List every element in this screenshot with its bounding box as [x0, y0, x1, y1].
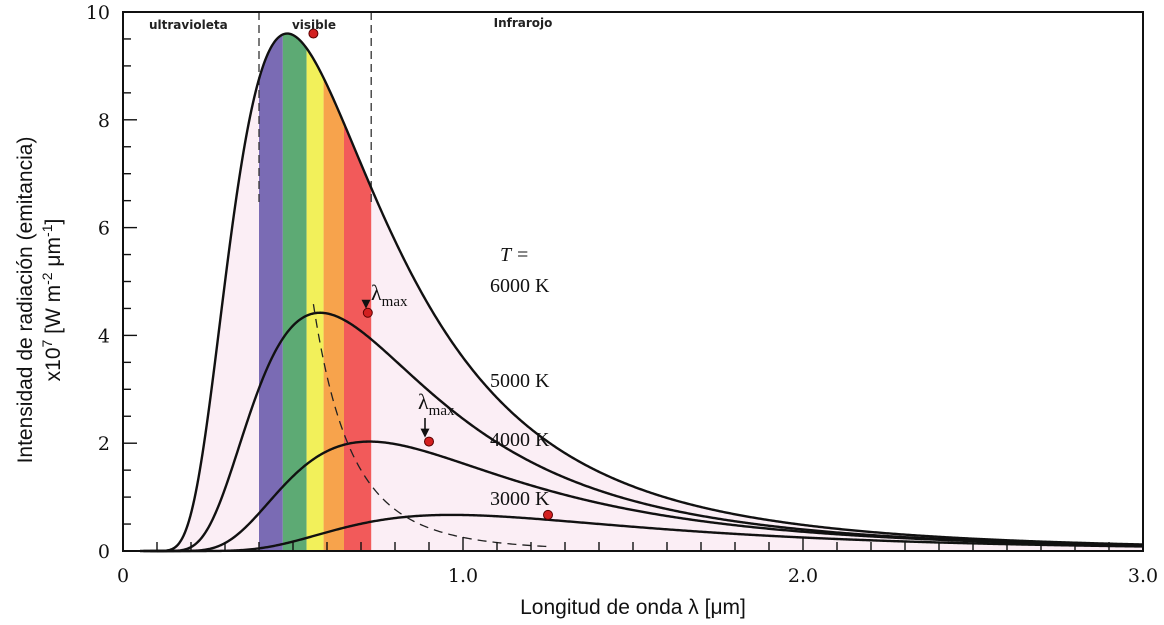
region-label-ultraviolet: ultravioleta: [149, 18, 228, 32]
superscript: -1: [39, 224, 55, 237]
curve-label-5000k: 5000 K: [490, 370, 550, 392]
lambda-symbol: λ: [371, 280, 382, 305]
x-tick-label: 1.0: [448, 565, 478, 587]
temperature-header: T =: [500, 244, 529, 266]
spectrum-band-1: [259, 34, 283, 552]
superscript: 7: [39, 339, 55, 347]
curve-label-4000k: 4000 K: [490, 429, 550, 451]
x-axis-title: Longitud de onda λ [μm]: [520, 596, 746, 619]
lambda-subscript: max: [429, 403, 455, 419]
lambda-max-5000k-arrow-head: [361, 299, 371, 309]
lambda-max-4000k-arrow-head: [420, 428, 430, 438]
x-tick-label: 3.0: [1128, 565, 1158, 587]
peak-marker-4000k: [424, 436, 434, 447]
superscript: -2: [39, 272, 55, 285]
y-axis-title-line2: x107 [W m-2 μm-1]: [39, 219, 65, 382]
y-tick-label: 10: [86, 2, 110, 24]
area-fill-6000k: [140, 33, 1143, 551]
curve-6000k: [140, 32, 1143, 553]
spectrum-band-2: [282, 33, 307, 551]
y-tick-label: 8: [98, 110, 110, 132]
curve-label-3000k: 3000 K: [490, 488, 550, 510]
text-labels: 0 1.0 2.0 3.0 0 2 4 6 8 10 Longitud de onda λ [μm]…: [14, 2, 1158, 619]
lambda-subscript: max: [382, 294, 408, 310]
lambda-max-4000k: λmax: [418, 389, 455, 419]
y-tick-label: 0: [98, 541, 110, 563]
curve-4000k: [150, 440, 1144, 553]
y-tick-label: 6: [98, 218, 110, 240]
spectrum-band-3: [306, 48, 324, 552]
peak-marker-6000k: [308, 28, 319, 39]
planck-curves: [140, 32, 1144, 553]
y-tick-label: 2: [98, 433, 110, 455]
y-axis-title-line1: Intensidad de radiación (emitancia): [14, 137, 37, 464]
label-part: x10: [42, 347, 65, 381]
x-tick-label: 2.0: [788, 565, 818, 587]
peak-marker-5000k: [362, 307, 373, 318]
label-part: [W m: [42, 285, 65, 340]
region-label-visible: visible: [292, 18, 336, 32]
y-tick-label: 4: [98, 325, 110, 347]
label-part: μm: [42, 237, 65, 272]
lambda-symbol: λ: [418, 389, 429, 414]
axis-ticks: [122, 11, 1144, 552]
label-part: ]: [42, 219, 65, 225]
wien-displacement-curve: [312, 304, 549, 548]
visible-spectrum-bands: [259, 33, 372, 552]
curve-label-6000k: 6000 K: [490, 275, 550, 297]
peak-marker-3000k: [543, 509, 553, 520]
wien-curve: [312, 304, 549, 548]
curve-3000k: [157, 513, 1144, 553]
x-tick-label: 0: [117, 565, 129, 587]
peak-markers: [308, 28, 553, 520]
lambda-max-5000k: λmax: [371, 280, 408, 310]
region-label-infrared: Infrarojo: [494, 16, 553, 30]
region-dividers: [258, 12, 372, 207]
area-under-curve: [140, 33, 1143, 551]
